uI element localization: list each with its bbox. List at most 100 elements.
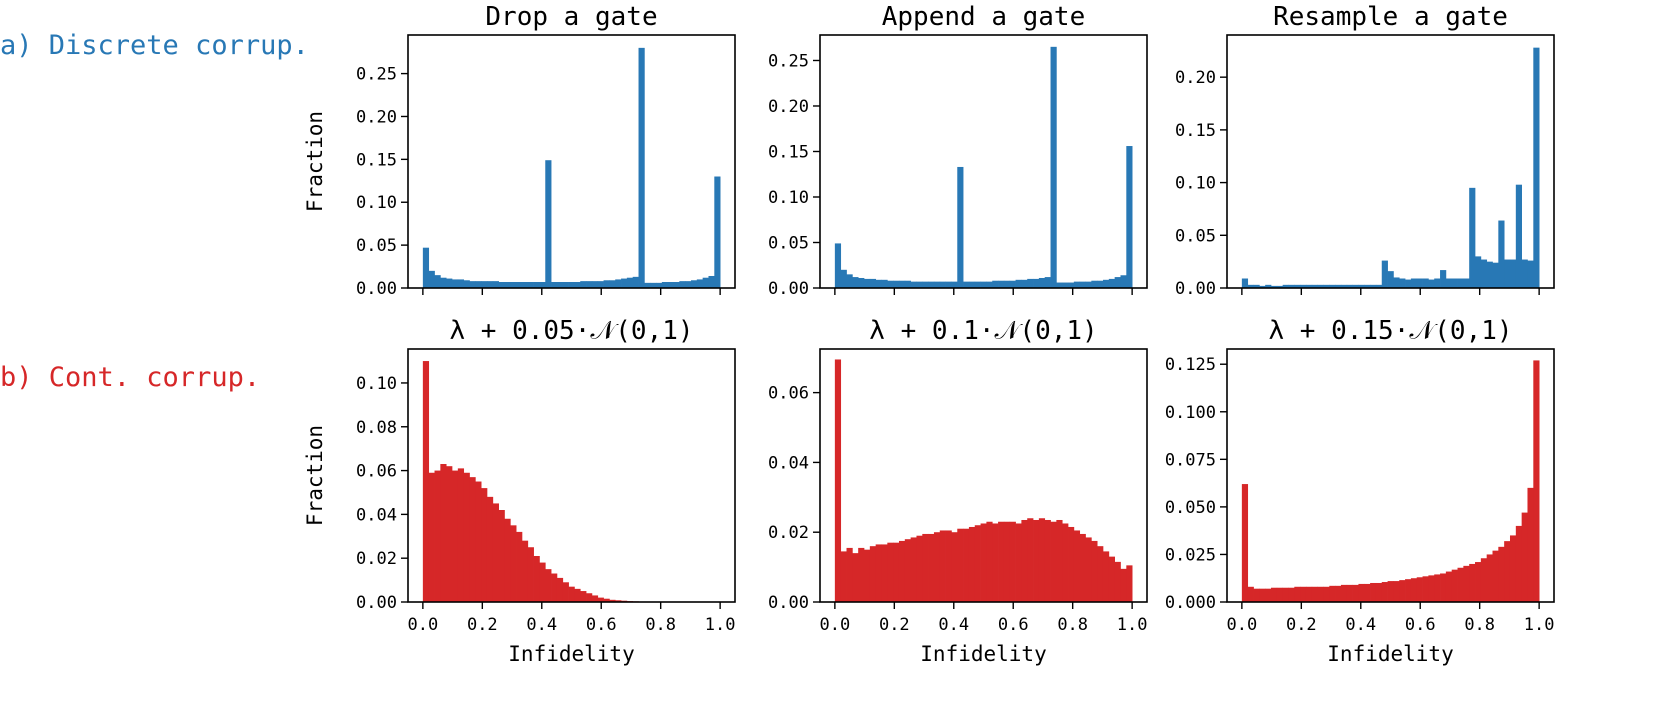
histogram-bar: [1475, 562, 1482, 602]
x-tick-label: 0.4: [526, 615, 557, 635]
histogram-bar: [434, 470, 441, 602]
histogram-bar: [1091, 280, 1098, 288]
y-tick-label: 0.25: [356, 65, 397, 85]
chart-panel-append: 0.00 0.05 0.10 0.15 0.20 0.25 Append a gate: [768, 2, 1148, 299]
x-tick-label: 0.6: [1405, 615, 1436, 635]
histogram-bar: [452, 279, 459, 288]
histogram-bar: [852, 277, 859, 288]
histogram-bar: [1475, 256, 1482, 289]
histogram-bar: [968, 281, 976, 288]
histogram-bar: [1358, 284, 1365, 288]
histogram-bar: [1381, 582, 1388, 602]
x-tick-label: 0.6: [586, 615, 617, 635]
histogram-bar: [498, 282, 505, 288]
histogram-bar: [667, 282, 674, 288]
histogram-bar: [568, 586, 575, 602]
histogram-bar: [533, 282, 540, 288]
histogram-bar: [1352, 584, 1359, 602]
histogram-bar: [1515, 184, 1522, 288]
histogram-bar: [551, 282, 558, 288]
histogram-bar: [1340, 584, 1348, 602]
histogram-bar: [1440, 573, 1447, 602]
histogram-bar: [1253, 588, 1260, 602]
x-axis-label: Infidelity: [1327, 642, 1453, 666]
histogram-bar: [428, 472, 435, 602]
histogram-bar: [963, 281, 970, 288]
histogram-bar: [539, 562, 546, 602]
histogram-bar: [852, 553, 859, 602]
histogram-bar: [1033, 519, 1040, 602]
y-tick-label: 0.04: [768, 453, 809, 473]
chart-title: Resample a gate: [1273, 2, 1508, 32]
histogram-bar: [1300, 284, 1307, 288]
x-tick-label: 0.0: [408, 615, 439, 635]
histogram-bar: [1346, 584, 1353, 602]
histogram-bar: [1515, 525, 1522, 602]
histogram-bar: [1416, 577, 1423, 602]
histogram-bar: [1428, 575, 1435, 602]
histogram-bar: [875, 544, 882, 602]
histogram-bar: [1044, 277, 1051, 288]
histogram-bar: [1056, 519, 1063, 602]
histogram-bar: [591, 595, 599, 602]
histogram-bar: [898, 280, 906, 288]
histogram-bar: [1463, 278, 1470, 288]
histogram-bar: [1102, 279, 1110, 288]
histogram-bar: [469, 281, 476, 288]
y-axis-label: Fraction: [303, 425, 327, 526]
histogram-bar: [1405, 279, 1412, 288]
y-tick-label: 0.08: [356, 418, 397, 438]
histogram-bar: [1282, 587, 1289, 602]
y-tick-label: 0.10: [1175, 174, 1216, 194]
histogram-bar: [1265, 284, 1272, 288]
histogram-bar: [1317, 284, 1324, 288]
histogram-bar: [1091, 540, 1098, 602]
histogram-bar: [510, 282, 517, 288]
y-tick-label: 0.075: [1165, 450, 1216, 470]
histogram-bar: [446, 466, 453, 602]
histogram-bar: [1375, 284, 1383, 288]
histogram-bar: [939, 530, 946, 602]
histogram-bar: [951, 532, 958, 602]
histogram-bar: [887, 542, 894, 602]
histogram-bar: [1288, 587, 1295, 602]
histogram-bar: [516, 282, 523, 288]
histogram-bar: [1335, 585, 1342, 602]
histogram-bar: [1305, 284, 1313, 288]
histogram-bar: [1311, 284, 1318, 288]
histogram-bar: [1440, 270, 1447, 288]
histogram-bar: [869, 278, 877, 288]
histogram-bar: [1428, 279, 1435, 288]
histogram-bar: [1370, 284, 1377, 288]
histogram-bar: [1120, 568, 1127, 602]
y-tick-label: 0.10: [356, 374, 397, 394]
histogram-bar: [1241, 278, 1249, 288]
histogram-bar: [1276, 285, 1284, 288]
histogram-bar: [551, 573, 558, 602]
histogram-bar: [1050, 46, 1057, 288]
y-tick-label: 0.00: [1175, 279, 1216, 299]
histogram-bar: [714, 176, 721, 288]
histogram-bar: [1259, 588, 1266, 602]
y-tick-label: 0.15: [356, 150, 397, 170]
histogram-bar: [1393, 581, 1400, 602]
histogram-bar: [864, 278, 871, 288]
histogram-bar: [1300, 586, 1307, 602]
histogram-bar: [696, 279, 703, 288]
histogram-bar: [580, 591, 587, 602]
histogram-bar: [1364, 284, 1371, 288]
histogram-bar: [1027, 278, 1034, 288]
histogram-bar: [992, 280, 999, 288]
histogram-bar: [597, 281, 604, 288]
histogram-bar: [591, 281, 599, 288]
histogram-bar: [963, 528, 970, 602]
x-tick-label: 0.0: [820, 615, 851, 635]
histogram-bar: [858, 547, 865, 602]
histogram-bar: [898, 540, 906, 602]
y-tick-label: 0.00: [768, 593, 809, 613]
y-tick-label: 0.00: [768, 279, 809, 299]
axes-frame: [819, 34, 1148, 289]
histogram-bar: [1381, 260, 1388, 288]
